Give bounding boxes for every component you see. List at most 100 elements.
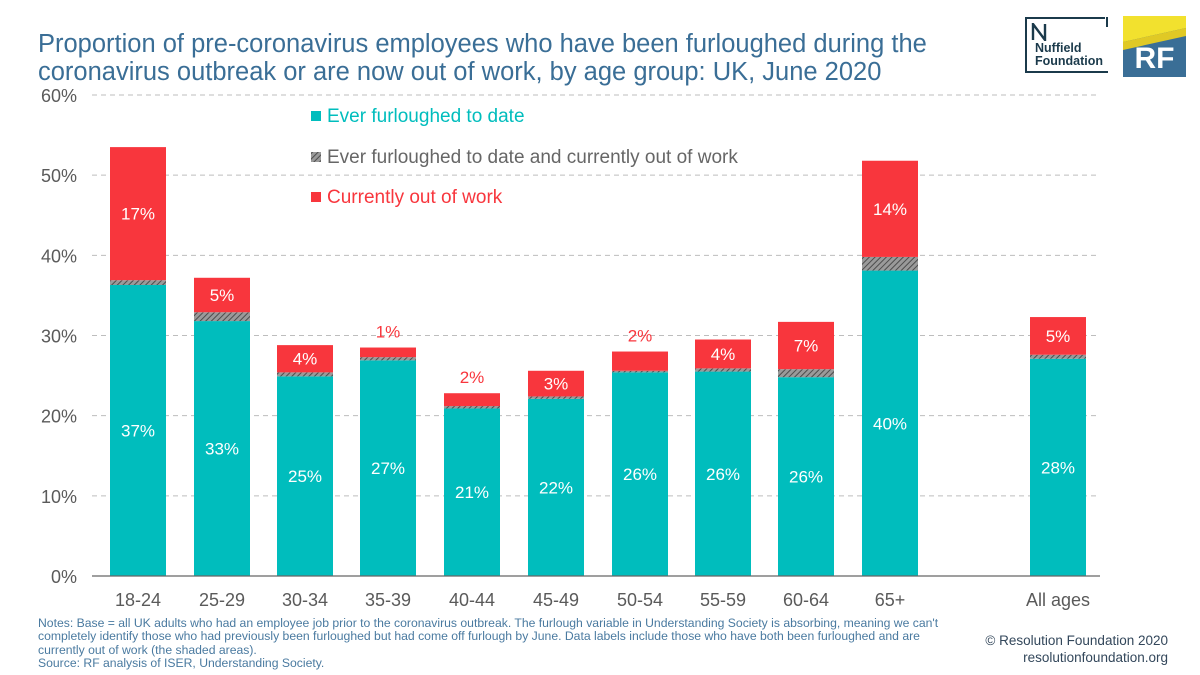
- website-text: resolutionfoundation.org: [1023, 650, 1168, 665]
- legend-label: Currently out of work: [327, 187, 503, 208]
- out-of-work-bar-segment: [778, 321, 834, 370]
- legend: Ever furloughed to date Ever furloughed t…: [311, 106, 738, 208]
- x-tick-label: 40-44: [449, 590, 495, 610]
- nuffield-logo-text: Nuffield Foundation: [1035, 42, 1103, 68]
- furloughed-bar-segment: [612, 372, 668, 576]
- out-of-work-data-label: 2%: [460, 368, 485, 387]
- y-tick-label: 10%: [41, 487, 77, 507]
- out-of-work-data-label: 5%: [1046, 327, 1071, 346]
- out-of-work-data-label: 2%: [628, 327, 653, 346]
- out-of-work-bar-segment: [862, 160, 918, 257]
- x-tick-label: 35-39: [365, 590, 411, 610]
- nuffield-foundation-logo: Nuffield Foundation: [1025, 17, 1108, 73]
- out-of-work-bar-segment: [277, 345, 333, 373]
- out-of-work-bar-segment: [360, 347, 416, 358]
- notes-line-3: currently out of work (the shaded areas)…: [38, 642, 257, 657]
- furloughed-bar-segment: [695, 371, 751, 576]
- furloughed-and-out-of-work-bar-segment: [612, 370, 668, 373]
- notes-line-2: completely identify those who had previo…: [38, 629, 920, 644]
- out-of-work-bar-segment: [110, 147, 166, 281]
- furloughed-bar-segment: [194, 321, 250, 576]
- nuffield-n-icon: [1031, 23, 1047, 41]
- furloughed-bar-segment: [778, 377, 834, 576]
- rf-logo-text: RF: [1134, 42, 1175, 75]
- chart-title-line-2: coronavirus outbreak or are now out of w…: [38, 58, 882, 86]
- y-tick-label: 20%: [41, 407, 77, 427]
- furloughed-and-out-of-work-bar-segment: [528, 396, 584, 399]
- out-of-work-bar-segment: [612, 351, 668, 371]
- furloughed-and-out-of-work-bar-segment: [110, 280, 166, 285]
- x-tick-label: 65+: [875, 590, 906, 610]
- out-of-work-bar-segment: [1030, 317, 1086, 355]
- furloughed-and-out-of-work-bar-segment: [862, 256, 918, 271]
- y-tick-label: 30%: [41, 327, 77, 347]
- y-tick-label: 50%: [41, 166, 77, 186]
- out-of-work-bar-segment: [695, 339, 751, 369]
- furloughed-bar-segment: [862, 270, 918, 576]
- furloughed-data-label: 21%: [455, 483, 489, 502]
- rf-logo-yellow-wedge: [1123, 16, 1186, 50]
- credit-block: © Resolution Foundation 2020 resolutionf…: [985, 632, 1168, 666]
- furloughed-data-label: 37%: [121, 421, 155, 440]
- x-tick-label: 45-49: [533, 590, 579, 610]
- legend-swatch: [311, 152, 321, 162]
- furloughed-data-label: 40%: [873, 414, 907, 433]
- furloughed-data-label: 33%: [205, 440, 239, 459]
- nuffield-logo-word-2: Foundation: [1035, 54, 1104, 68]
- notes-line-1: Notes: Base = all UK adults who had an e…: [38, 616, 939, 630]
- nuffield-logo-frame-right: [1106, 17, 1108, 27]
- x-tick-label: 25-29: [199, 590, 245, 610]
- x-axis-tick-labels: 18-24 25-29 30-34 35-39 40-44 45-49 50-54 55-59…: [115, 590, 1090, 610]
- nuffield-logo-frame-top: [1027, 17, 1105, 19]
- notes-source: Source: RF analysis of ISER, Understandi…: [38, 656, 325, 671]
- furloughed-data-label: 26%: [706, 465, 740, 484]
- resolution-foundation-logo: RF: [1123, 16, 1186, 77]
- chart-title-line-1: Proportion of pre-coronavirus employees …: [38, 30, 927, 58]
- bars: [110, 147, 1086, 576]
- chart-notes: Notes: Base = all UK adults who had an e…: [38, 616, 973, 671]
- out-of-work-data-label: 1%: [376, 323, 401, 342]
- furloughed-and-out-of-work-bar-segment: [194, 312, 250, 322]
- chart-title: Proportion of pre-coronavirus employees …: [38, 30, 988, 86]
- nuffield-logo-word-1: Nuffield: [1035, 41, 1082, 55]
- y-axis-tick-labels: 0% 10% 20% 30% 40% 50% 60%: [41, 86, 77, 587]
- furloughed-and-out-of-work-bar-segment: [360, 357, 416, 361]
- furloughed-data-label: 27%: [371, 459, 405, 478]
- copyright-text: © Resolution Foundation 2020: [985, 633, 1168, 648]
- furloughed-and-out-of-work-bar-segment: [277, 372, 333, 377]
- furloughed-data-label: 26%: [623, 465, 657, 484]
- y-tick-label: 0%: [51, 567, 77, 587]
- out-of-work-bar-segment: [194, 277, 250, 313]
- furloughed-data-label: 22%: [539, 478, 573, 497]
- out-of-work-data-label: 14%: [873, 200, 907, 219]
- furloughed-and-out-of-work-bar-segment: [695, 368, 751, 372]
- x-tick-label: 30-34: [282, 590, 328, 610]
- furloughed-bar-segment: [444, 408, 500, 576]
- out-of-work-bar-segment: [528, 370, 584, 397]
- data-labels: 37% 17% 33% 5% 25% 4% 27% 1% 21% 2% 22% 3% 26% 2% 26% 4…: [121, 200, 1075, 502]
- legend-label: Ever furloughed to date and currently ou…: [327, 147, 738, 168]
- out-of-work-data-label: 17%: [121, 205, 155, 224]
- furloughed-and-out-of-work-bar-segment: [778, 369, 834, 378]
- out-of-work-data-label: 3%: [544, 375, 569, 394]
- x-tick-label: 60-64: [783, 590, 829, 610]
- furloughed-bar-segment: [528, 398, 584, 576]
- out-of-work-data-label: 4%: [293, 350, 318, 369]
- out-of-work-data-label: 4%: [711, 345, 736, 364]
- furloughed-data-label: 28%: [1041, 458, 1075, 477]
- furloughed-data-label: 26%: [789, 468, 823, 487]
- y-tick-label: 40%: [41, 246, 77, 266]
- out-of-work-bar-segment: [444, 393, 500, 407]
- x-tick-label: 18-24: [115, 590, 161, 610]
- x-tick-label: All ages: [1026, 590, 1090, 610]
- furloughed-bar-segment: [110, 284, 166, 576]
- furloughed-bar-segment: [277, 376, 333, 576]
- out-of-work-data-label: 5%: [210, 286, 235, 305]
- out-of-work-data-label: 7%: [794, 337, 819, 356]
- legend-swatch: [311, 192, 321, 202]
- x-tick-label: 50-54: [617, 590, 663, 610]
- y-tick-label: 60%: [41, 86, 77, 106]
- furloughed-and-out-of-work-bar-segment: [444, 406, 500, 409]
- furloughed-and-out-of-work-bar-segment: [1030, 354, 1086, 359]
